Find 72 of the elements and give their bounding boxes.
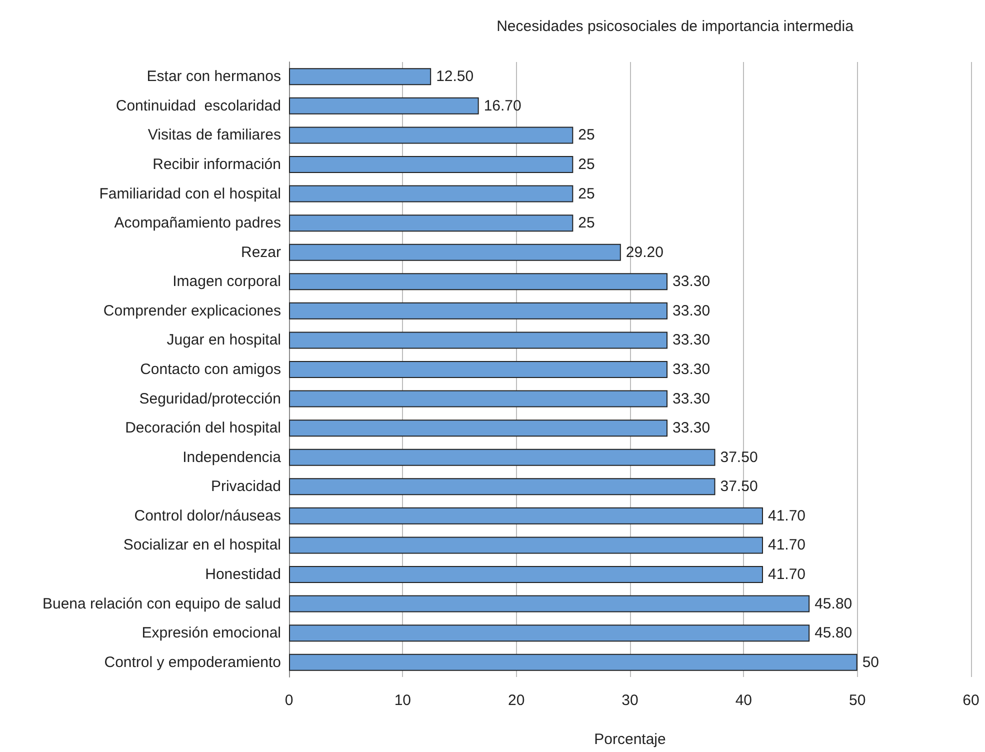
y-tick-label: Jugar en hospital [166,332,281,349]
y-tick-label: Seguridad/protección [139,390,281,408]
x-tick-label: 60 [962,692,980,709]
bar [289,390,668,408]
y-tick-label: Imagen corporal [172,273,281,290]
data-label: 37.50 [720,478,758,496]
bar [289,214,574,232]
y-tick-label: Visitas de familiares [148,126,281,144]
bar [289,361,668,378]
y-tick-label: Control dolor/náuseas [134,507,281,524]
data-label: 50 [862,654,880,671]
data-label: 45.80 [814,595,852,612]
data-label: 25 [578,185,595,202]
data-label: 41.70 [768,566,806,583]
y-tick-label: Buena relación con equipo de salud [42,595,281,612]
data-label: 33.30 [672,273,710,290]
y-tick-label: Control y empoderamiento [104,654,281,671]
data-label: 25 [578,126,595,144]
x-tick-label: 10 [394,692,412,709]
bar [289,654,858,671]
data-label: 33.30 [672,390,710,408]
y-tick-label: Comprender explicaciones [103,302,281,320]
bar [289,478,716,496]
bar [289,302,668,320]
y-tick-label: Honestidad [205,566,281,583]
x-tick-label: 0 [284,692,294,709]
y-tick-label: Independencia [182,448,282,466]
y-tick-label: Recibir información [152,156,281,173]
bar [289,126,574,144]
bar [289,185,574,202]
data-label: 33.30 [672,332,710,349]
bar [289,624,810,642]
data-label: 37.50 [720,448,758,466]
bar [289,244,621,261]
data-label: 41.70 [768,536,806,554]
bar [289,595,810,612]
y-tick-label: Familiaridad con el hospital [99,185,281,202]
bar [289,536,763,554]
y-tick-label: Expresión emocional [142,624,281,642]
data-label: 25 [578,214,595,232]
y-tick-label: Rezar [240,244,281,261]
bar [289,420,668,437]
data-label: 33.30 [672,302,710,320]
x-axis-title: Porcentaje [594,731,666,748]
bar [289,273,668,290]
x-tick-label: 30 [622,692,638,709]
bar [289,566,763,583]
bar [289,448,716,466]
y-tick-label: Continuidad escolaridad [116,97,281,114]
data-label: 29.20 [626,244,664,261]
data-label: 25 [578,156,595,173]
x-tick-label: 50 [848,692,866,709]
y-tick-label: Privacidad [210,478,281,496]
data-label: 45.80 [814,624,852,642]
x-tick-label: 20 [508,692,525,709]
y-tick-label: Decoración del hospital [125,420,281,437]
bar [289,156,574,173]
data-label: 41.70 [768,507,806,524]
data-label: 16.70 [484,97,522,114]
bar [289,68,432,86]
bar [289,332,668,349]
y-tick-label: Socializar en el hospital [123,536,281,554]
bar [289,97,479,114]
y-tick-label: Acompañamiento padres [114,214,281,232]
bar [289,507,763,524]
y-tick-label: Contacto con amigos [140,361,281,378]
data-label: 12.50 [436,68,474,86]
data-label: 33.30 [672,420,710,437]
data-label: 33.30 [672,361,710,378]
chart-title: Necesidades psicosociales de importancia intermedia [496,18,854,35]
y-tick-label: Estar con hermanos [146,68,281,86]
x-tick-label: 40 [735,692,752,709]
